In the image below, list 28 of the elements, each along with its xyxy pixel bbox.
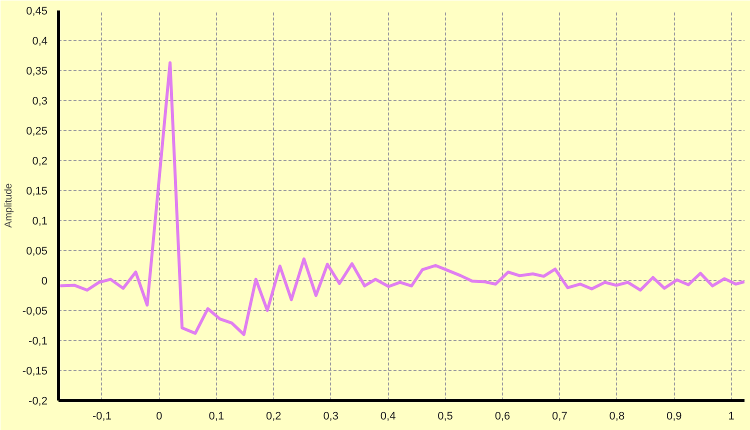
- y-tick-label: 0,1: [32, 216, 48, 228]
- x-tick-label: 0,5: [438, 410, 453, 422]
- x-tick-label: 0,1: [208, 410, 224, 422]
- y-tick-label: 0,2: [32, 156, 48, 168]
- x-tick-label: 0,9: [666, 410, 682, 422]
- x-tick-label: 0,4: [380, 410, 396, 422]
- y-axis-title: Amplitude: [3, 182, 14, 228]
- x-tick-label: 0,7: [552, 410, 568, 422]
- x-tick-label: -0,1: [92, 410, 112, 422]
- x-tick-label: 0,2: [266, 410, 282, 422]
- y-tick-label: 0,05: [26, 246, 48, 258]
- x-tick-label: 0: [156, 410, 162, 422]
- y-tick-label: 0,45: [26, 6, 48, 18]
- x-tick-label: 0,6: [494, 410, 510, 422]
- y-tick-label: -0,15: [22, 366, 48, 378]
- x-tick-label: 1: [728, 410, 734, 422]
- x-tick-label: 0,3: [323, 410, 338, 422]
- y-tick-label: 0,35: [26, 66, 48, 78]
- y-tick-label: 0: [41, 276, 48, 288]
- line-series: [58, 61, 744, 336]
- y-tick-label: 0,3: [32, 96, 48, 108]
- y-tick-label: -0,1: [28, 336, 48, 348]
- y-tick-label: 0,4: [32, 36, 48, 48]
- y-tick-label: 0,25: [26, 126, 48, 138]
- y-tick-label: -0,2: [28, 396, 48, 408]
- y-tick-label: 0,15: [26, 186, 48, 198]
- y-tick-label: -0,05: [22, 306, 48, 318]
- x-tick-label: 0,8: [609, 410, 625, 422]
